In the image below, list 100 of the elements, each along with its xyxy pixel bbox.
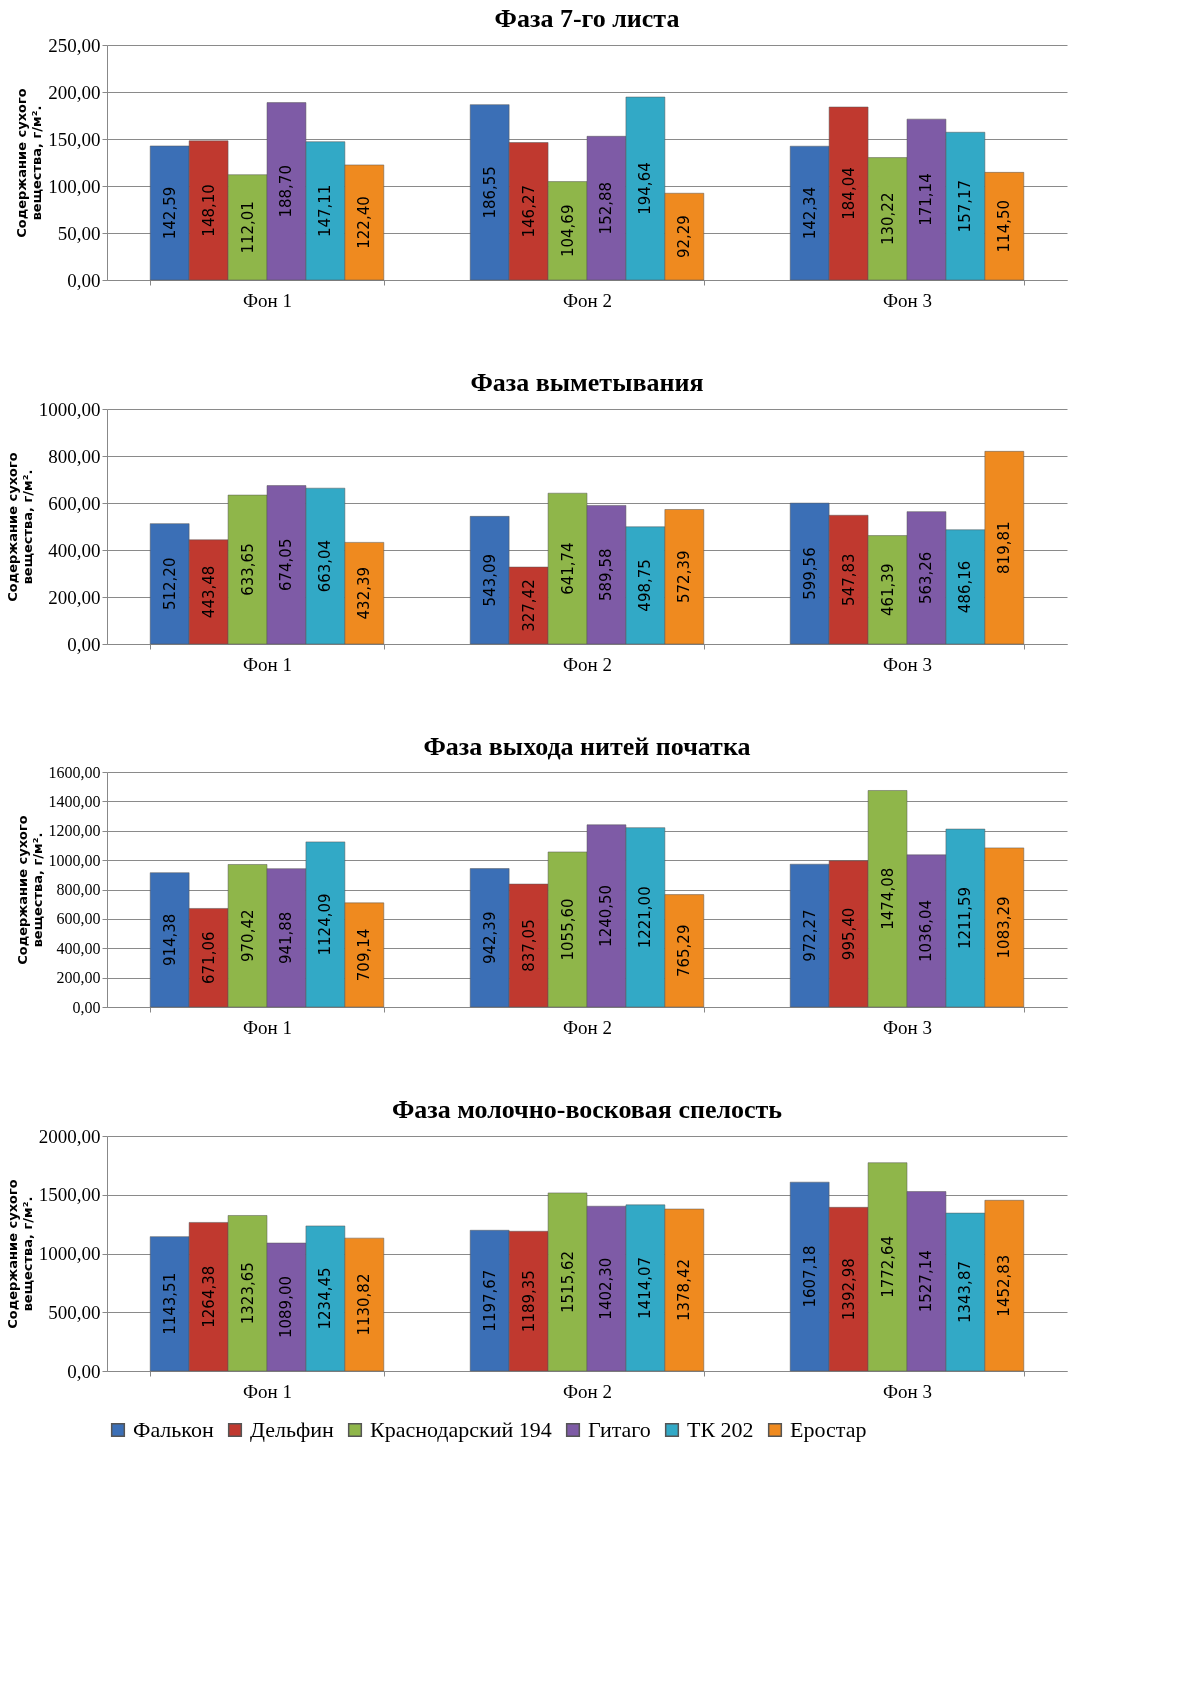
y-tick-label: 1400,00 [48,792,101,810]
data-label: 1124,09 [316,893,335,956]
data-label: 157,17 [956,179,975,233]
data-label: 184,04 [839,167,858,220]
data-label: 104,69 [558,204,577,258]
y-tick-label: 600,00 [56,910,101,928]
data-label: 327,42 [519,579,538,632]
data-label: 1211,59 [956,887,975,950]
data-label: 461,39 [878,563,897,617]
y-tick-label: 100,00 [48,175,101,197]
chart-title: Фаза 7-го листа [494,4,680,33]
data-label: 148,10 [199,184,218,237]
x-tick-label: Фон 3 [883,289,932,311]
data-label: 674,05 [277,538,296,592]
y-axis-title: Содержание сухого вещества, г/м². [4,452,35,602]
data-label: 1343,87 [956,1261,975,1324]
data-label: 146,27 [519,185,538,238]
data-label: 1197,67 [480,1269,499,1332]
x-tick-label: Фон 2 [563,289,612,311]
data-label: 171,14 [917,173,936,226]
data-label: 837,05 [519,919,538,972]
data-label: 765,29 [675,924,694,978]
data-label: 563,26 [917,551,936,605]
y-tick-label: 250,00 [48,34,101,56]
data-label: 1414,07 [636,1256,655,1319]
y-tick-label: 600,00 [48,492,101,514]
data-label: 1055,60 [558,898,577,961]
legend-label: Гитаго [588,1417,651,1442]
data-label: 1607,18 [800,1245,819,1308]
y-tick-label: 800,00 [48,445,101,467]
y-axis-title: Содержание сухого вещества, г/м². [4,1179,35,1329]
y-tick-label: 200,00 [48,81,101,103]
data-label: 194,64 [636,162,655,215]
x-tick-label: Фон 1 [243,1016,292,1038]
y-axis-title: Содержание сухого вещества, г/м². [14,88,45,238]
data-label: 572,39 [675,550,694,603]
data-label: 112,01 [238,201,257,254]
data-label: 1240,50 [597,884,616,947]
data-label: 142,34 [800,186,819,240]
data-label: 972,27 [800,909,819,962]
data-label: 1515,62 [558,1250,577,1313]
legend-label: Краснодарский 194 [370,1417,552,1442]
y-tick-label: 200,00 [56,969,101,987]
data-label: 1378,42 [675,1259,694,1322]
y-tick-label: 50,00 [57,222,101,244]
data-label: 1036,04 [917,899,936,962]
data-label: 1527,14 [917,1250,936,1313]
data-label: 147,11 [316,184,335,238]
x-tick-label: Фон 3 [883,1380,932,1402]
x-tick-label: Фон 1 [243,653,292,675]
data-label: 1130,82 [355,1273,374,1336]
data-label: 1143,51 [160,1272,179,1335]
data-label: 122,40 [355,196,374,249]
y-axis-title: Содержание сухого вещества, г/м². [14,815,45,965]
y-tick-label: 0,00 [67,633,101,655]
data-label: 914,38 [160,913,179,967]
data-label: 92,29 [675,215,694,259]
data-label: 941,88 [277,911,296,965]
y-tick-label: 2000,00 [38,1125,101,1147]
y-tick-label: 0,00 [67,1360,101,1382]
data-label: 486,16 [956,560,975,614]
x-tick-label: Фон 3 [883,1016,932,1038]
x-tick-label: Фон 1 [243,289,292,311]
y-tick-label: 0,00 [67,269,101,291]
data-label: 188,70 [277,165,296,218]
data-label: 633,65 [238,543,257,596]
data-label: 512,20 [160,557,179,611]
y-tick-label: 1500,00 [38,1184,101,1206]
data-label: 819,81 [995,521,1014,574]
chart-title: Фаза выметывания [470,368,704,397]
data-label: 641,74 [558,542,577,595]
legend-label: ТК 202 [687,1417,754,1442]
data-label: 114,50 [995,199,1014,253]
y-tick-label: 150,00 [48,128,101,150]
data-label: 152,88 [597,181,616,235]
y-tick-label: 1600,00 [48,763,101,781]
data-label: 130,22 [878,192,897,246]
data-label: 1189,35 [519,1270,538,1333]
y-tick-label: 1000,00 [38,1243,101,1264]
y-tick-label: 400,00 [56,939,101,957]
data-label: 443,48 [199,565,218,619]
data-label: 671,06 [199,931,218,984]
data-label: 186,55 [480,166,499,219]
data-label: 663,04 [316,539,335,593]
data-label: 942,39 [480,911,499,965]
data-label: 1452,83 [995,1254,1014,1317]
legend-label: Еростар [790,1417,867,1442]
data-label: 1264,38 [199,1265,218,1328]
y-tick-label: 1000,00 [48,851,101,869]
chart-title: Фаза молочно-восковая спелость [391,1095,783,1124]
y-tick-label: 800,00 [56,881,101,898]
data-label: 995,40 [839,907,858,961]
x-tick-label: Фон 2 [563,653,612,675]
y-tick-label: 400,00 [48,539,101,561]
data-label: 498,75 [636,559,655,612]
y-tick-label: 1000,00 [38,398,101,420]
y-tick-label: 1200,00 [48,822,101,840]
data-label: 1089,00 [277,1276,296,1339]
x-tick-label: Фон 2 [563,1016,612,1038]
data-label: 970,42 [238,909,257,962]
